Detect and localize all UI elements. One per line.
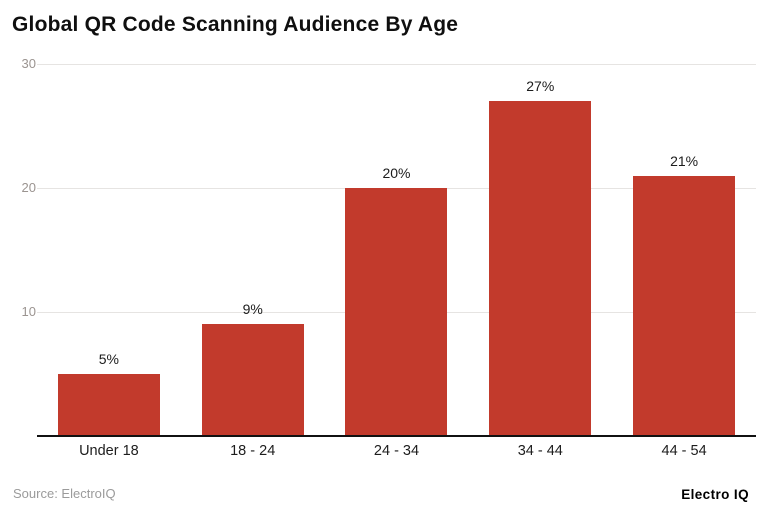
bar-value-label: 27% bbox=[526, 78, 555, 95]
bar-44---54 bbox=[633, 175, 736, 436]
y-tick-label-20: 20 bbox=[21, 180, 36, 195]
x-tick-label-3: 24 - 34 bbox=[373, 443, 420, 459]
source-attribution: Source: ElectroIQ bbox=[13, 486, 116, 501]
bar-value-label: 21% bbox=[670, 152, 699, 169]
x-tick-label-1: Under 18 bbox=[79, 443, 139, 459]
bar-slot-2: 9% bbox=[181, 64, 325, 436]
x-axis-labels: Under 18 18 - 24 24 - 34 34 - 44 44 - 54 bbox=[37, 443, 756, 459]
y-tick-label-10: 10 bbox=[21, 304, 36, 319]
bar-value-label: 5% bbox=[98, 351, 120, 367]
bar-24---34 bbox=[345, 188, 448, 436]
chart-title: Global QR Code Scanning Audience By Age bbox=[12, 13, 459, 36]
bar-slot-3: 20% bbox=[325, 64, 469, 436]
x-axis-line bbox=[37, 435, 756, 437]
x-tick-label-4: 34 - 44 bbox=[517, 443, 563, 459]
x-tick-label-5: 44 - 54 bbox=[661, 443, 707, 459]
bars-layer: 5% 9% 20% 27% 21% bbox=[37, 64, 756, 436]
bar-34---44 bbox=[489, 101, 592, 436]
gridline-30 bbox=[37, 64, 756, 65]
bar-slot-5: 21% bbox=[612, 64, 756, 436]
y-tick-label-30: 30 bbox=[21, 56, 36, 71]
x-tick-label-2: 18 - 24 bbox=[230, 443, 276, 459]
bar-18---24 bbox=[201, 324, 304, 436]
bar-under-18 bbox=[57, 374, 160, 436]
bar-slot-4: 27% bbox=[468, 64, 612, 436]
bar-value-label: 9% bbox=[242, 301, 263, 318]
plot-area: 5% 9% 20% 27% 21% bbox=[37, 64, 756, 437]
bar-value-label: 20% bbox=[382, 165, 411, 181]
bar-slot-1: 5% bbox=[37, 64, 181, 436]
brand-logo: Electro IQ bbox=[681, 487, 749, 502]
